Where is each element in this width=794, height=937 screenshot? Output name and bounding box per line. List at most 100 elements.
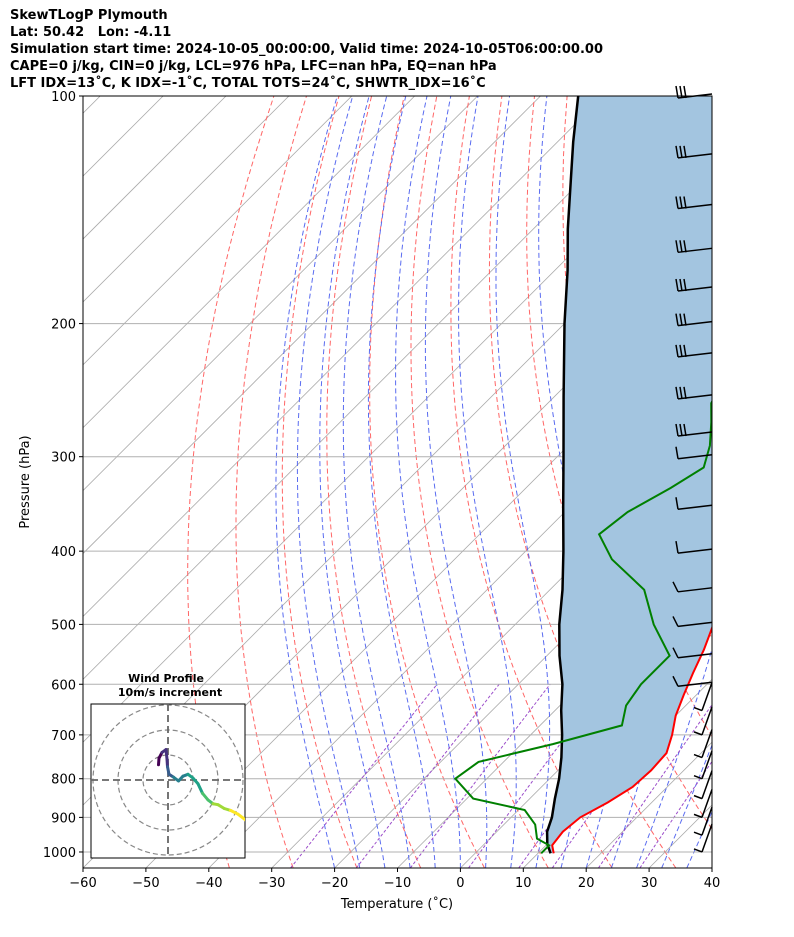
dry-adiabat-line: [526, 96, 712, 830]
y-tick-label: 300: [51, 451, 76, 466]
moist-adiabat-line: [610, 96, 686, 868]
sounding-profiles: [453, 96, 712, 855]
wind-barb-shaft: [677, 453, 713, 460]
wind-barb-flag: [693, 731, 703, 736]
isotherm-line: [83, 96, 541, 555]
wind-barb-flag: [693, 775, 703, 780]
wind-barb-flag: [675, 344, 679, 357]
wind-barb-flag: [693, 753, 703, 759]
y-tick-label: 500: [51, 618, 76, 633]
moist-adiabat-line: [367, 96, 436, 868]
mixing-ratio-line: [290, 683, 438, 868]
wind-barb-flag: [679, 344, 683, 357]
wind-barb-flag: [675, 145, 679, 158]
wind-barb-flag: [675, 240, 679, 253]
isotherm-line: [775, 96, 794, 868]
y-tick-label: 800: [51, 773, 76, 788]
x-tick-label: 0: [456, 876, 464, 891]
moist-adiabat-line: [661, 743, 712, 868]
moist-adiabat-line: [319, 96, 386, 868]
moist-adiabat-line: [342, 96, 411, 868]
wind-barb-flag: [675, 423, 679, 437]
wind-profile-inset: Wind Profile 10m/s increment: [90, 672, 246, 859]
y-tick-label: 900: [51, 811, 76, 826]
isotherm-line: [83, 96, 415, 429]
y-tick-label: 200: [51, 318, 76, 333]
wind-barb-shaft: [677, 621, 713, 628]
wind-barb-flag: [693, 831, 703, 836]
x-tick-label: −20: [321, 876, 348, 891]
moist-adiabat-line: [395, 96, 461, 868]
chart-title-time: Simulation start time: 2024-10-05_00:00:…: [10, 42, 603, 57]
x-tick-label: 30: [641, 876, 658, 891]
isotherm-line: [397, 552, 712, 868]
inset-subtitle: 10m/s increment: [118, 686, 222, 699]
wind-barb-flag: [672, 675, 679, 687]
wind-barb-shaft: [677, 394, 713, 400]
x-tick-label: 40: [704, 876, 721, 891]
mixing-ratio-line: [355, 683, 500, 868]
wind-barb-flag: [672, 616, 679, 627]
wind-barb-flag: [683, 196, 687, 209]
isotherm-line: [711, 867, 712, 868]
y-tick-label: 400: [51, 545, 76, 560]
moist-adiabat-line: [296, 96, 361, 868]
wind-barb-flag: [679, 196, 683, 209]
wind-barb-shaft: [701, 823, 713, 853]
isotherm-line: [145, 301, 712, 868]
x-axis-label: Temperature (˚C): [340, 896, 453, 912]
y-axis-ticks: 100 200 300 400 500 600 700 800 900 1000: [43, 90, 83, 861]
dry-adiabat-line: [369, 96, 485, 868]
dry-adiabat-line: [235, 96, 307, 868]
wind-barb-shaft: [677, 247, 713, 254]
wind-barb-flag: [693, 794, 703, 800]
hodograph-trace: [157, 748, 245, 822]
wind-barb-flag: [683, 313, 687, 326]
isotherm-line: [83, 96, 290, 303]
wind-barb-shaft: [677, 352, 713, 358]
x-tick-label: −60: [69, 876, 96, 891]
wind-barb-flag: [683, 240, 687, 253]
isotherm-line: [83, 96, 604, 617]
wind-barb-shaft: [701, 770, 713, 799]
moist-adiabats: [275, 96, 712, 868]
moist-adiabat-line: [495, 96, 551, 868]
moist-adiabat-line: [686, 810, 712, 868]
chart-title-station: SkewTLogP Plymouth: [10, 8, 168, 23]
isotherm-line: [83, 96, 101, 114]
x-axis-ticks: −60 −50 −40 −30 −20 −10 0 10 20 30 40: [69, 868, 720, 891]
x-tick-label: −40: [195, 876, 222, 891]
moist-adiabat-line: [424, 96, 488, 868]
wind-barb-flag: [675, 386, 679, 399]
wind-barb-flag: [683, 386, 687, 399]
hodograph-segment: [196, 782, 204, 795]
wind-barb-shaft: [677, 504, 713, 511]
isotherm-line: [83, 96, 227, 240]
wind-barb-flag: [675, 278, 679, 292]
wind-barb-shaft: [677, 431, 713, 437]
dry-adiabat-line: [410, 96, 549, 868]
x-tick-label: 20: [578, 876, 595, 891]
wind-barb-shaft: [677, 652, 713, 659]
moist-adiabat-line: [458, 96, 517, 868]
wind-barb-flag: [679, 145, 683, 158]
y-tick-label: 600: [51, 678, 76, 693]
wind-barb-flag: [675, 446, 679, 459]
wind-barb-shaft: [677, 320, 713, 327]
cape-fill-area: [547, 96, 712, 854]
wind-barb-shaft: [701, 806, 713, 836]
mixing-ratio-line: [597, 703, 712, 868]
wind-barb-shaft: [677, 286, 713, 292]
dewpoint-profile-line: [453, 399, 712, 855]
temperature-profile-line: [551, 625, 712, 854]
wind-barb-flag: [679, 423, 683, 437]
wind-barb-flag: [675, 313, 679, 326]
mixing-ratio-line: [639, 760, 712, 868]
y-tick-label: 100: [51, 90, 76, 105]
chart-title-stability: LFT IDX=13˚C, K IDX=-1˚C, TOTAL TOTS=24˚…: [10, 76, 486, 91]
isotherm-line: [271, 427, 712, 868]
wind-barb-shaft: [701, 729, 713, 758]
y-tick-label: 1000: [43, 846, 76, 861]
x-tick-label: 10: [515, 876, 532, 891]
